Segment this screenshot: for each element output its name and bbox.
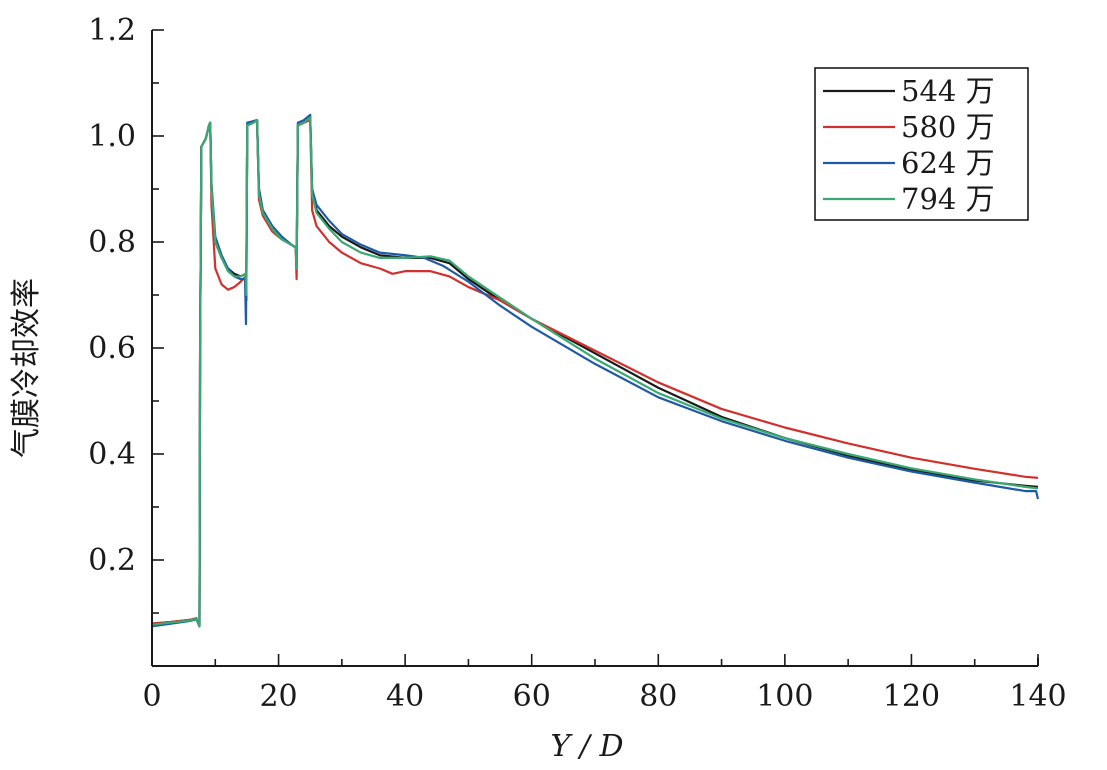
y-tick-label: 1.0 [88, 119, 136, 154]
legend-label-4: 794 万 [901, 182, 995, 216]
y-tick-label: 0.8 [88, 225, 136, 260]
legend-label-1: 544 万 [901, 74, 995, 108]
tick-labels-layer: 0 20 40 60 80 100 120 140 0.2 0.4 0.6 0.8 1.0 1.2 [88, 13, 1066, 714]
y-tick-label: 0.2 [88, 543, 136, 578]
y-tick-label: 1.2 [88, 13, 136, 48]
y-tick-label: 0.6 [88, 331, 136, 366]
x-tick-label: 80 [639, 679, 677, 714]
x-tick-label: 100 [756, 679, 813, 714]
x-axis-title: Y / D [550, 729, 623, 764]
series-layer [151, 113, 1040, 628]
axes-layer [151, 29, 1039, 667]
x-tick-label: 40 [386, 679, 424, 714]
x-tick-label: 20 [259, 679, 297, 714]
series-line-4 [151, 116, 1039, 628]
legend-box [814, 67, 1029, 221]
x-tick-label: 0 [142, 679, 161, 714]
x-tick-label: 140 [1009, 679, 1066, 714]
x-tick-label: 60 [513, 679, 551, 714]
y-tick-label: 0.4 [88, 437, 136, 472]
x-tick-label: 120 [883, 679, 940, 714]
legend-label-3: 624 万 [901, 146, 995, 180]
legend-label-2: 580 万 [901, 110, 995, 144]
y-axis-title: 气膜冷却效率 [9, 278, 44, 458]
